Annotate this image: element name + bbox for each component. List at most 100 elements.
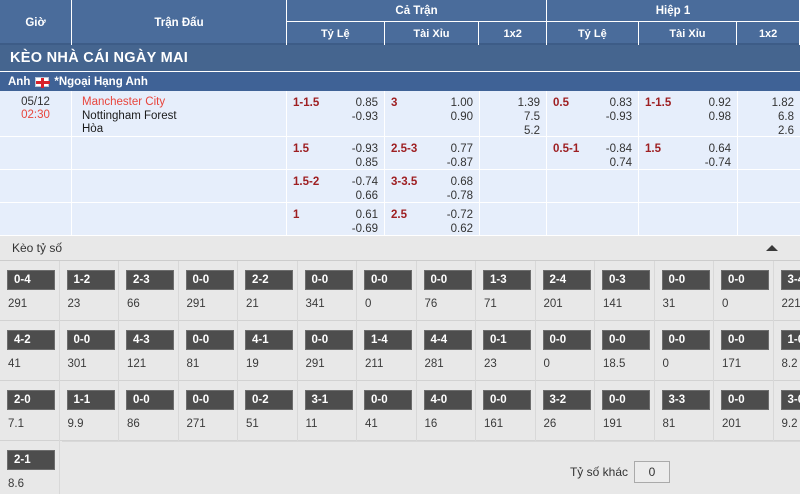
table-row[interactable]: 1.5 -0.93 0.85 2.5-3 0.77 -0.87 xyxy=(0,137,800,170)
score-cell[interactable]: 1-0 8.2 xyxy=(774,321,800,381)
score-cell[interactable]: 0-0 31 xyxy=(655,261,714,321)
cell-overunder-full-3[interactable]: 3-3.5 0.68 -0.78 xyxy=(385,170,480,202)
cell-handicap-half-1[interactable]: 0.5 0.83 -0.93 xyxy=(547,91,639,136)
score-badge[interactable]: 0-0 xyxy=(542,330,591,350)
score-badge[interactable]: 1-3 xyxy=(483,270,531,290)
score-badge[interactable]: 0-0 xyxy=(661,330,710,350)
score-badge[interactable]: 0-0 xyxy=(721,390,769,410)
score-badge[interactable]: 0-0 xyxy=(721,330,769,350)
score-cell[interactable]: 0-0 41 xyxy=(357,381,417,441)
score-badge[interactable]: 4-4 xyxy=(423,330,472,350)
score-cell[interactable]: 3-1 11 xyxy=(298,381,357,441)
score-badge[interactable]: 0-0 xyxy=(423,270,472,290)
score-cell[interactable]: 4-0 16 xyxy=(417,381,476,441)
score-badge[interactable]: 0-0 xyxy=(185,270,234,290)
score-badge[interactable]: 1-4 xyxy=(364,330,412,350)
score-cell[interactable]: 1-1 9.9 xyxy=(60,381,119,441)
score-cell[interactable]: 0-0 171 xyxy=(714,321,774,381)
score-badge[interactable]: 0-0 xyxy=(483,390,531,410)
score-badge[interactable]: 4-1 xyxy=(245,330,293,350)
table-row[interactable]: 1.5-2 -0.74 0.66 3-3.5 0.68 -0.78 xyxy=(0,170,800,203)
cell-1x2-half[interactable]: 1.82 6.8 2.6 xyxy=(738,91,800,136)
score-badge[interactable]: 1-2 xyxy=(66,270,115,290)
score-cell[interactable]: 0-0 291 xyxy=(298,321,357,381)
score-badge[interactable]: 0-0 xyxy=(661,270,710,290)
score-badge[interactable]: 3-4 xyxy=(780,270,800,290)
score-badge[interactable]: 2-2 xyxy=(245,270,293,290)
cell-overunder-full-1[interactable]: 3 1.00 0.90 xyxy=(385,91,480,136)
score-cell[interactable]: 2-4 201 xyxy=(536,261,595,321)
score-badge[interactable]: 0-0 xyxy=(126,390,174,410)
score-cell[interactable]: 0-0 0 xyxy=(714,261,774,321)
score-badge[interactable]: 4-2 xyxy=(7,330,55,350)
cell-match[interactable]: Manchester City Nottingham Forest Hòa xyxy=(72,91,287,136)
cell-handicap-full-1[interactable]: 1-1.5 0.85 -0.93 xyxy=(287,91,385,136)
score-badge[interactable]: 1-1 xyxy=(66,390,115,410)
score-cell[interactable]: 4-1 19 xyxy=(238,321,298,381)
score-cell[interactable]: 3-0 9.2 xyxy=(774,381,800,441)
score-cell[interactable]: 0-3 141 xyxy=(595,261,655,321)
score-cell[interactable]: 2-3 66 xyxy=(119,261,179,321)
score-cell[interactable]: 0-0 291 xyxy=(179,261,238,321)
score-cell[interactable]: 0-0 301 xyxy=(60,321,119,381)
home-team[interactable]: Manchester City xyxy=(82,96,166,108)
score-badge[interactable]: 3-1 xyxy=(304,390,353,410)
score-cell[interactable]: 0-1 23 xyxy=(476,321,536,381)
score-badge[interactable]: 0-0 xyxy=(304,330,353,350)
score-cell[interactable]: 2-0 7.1 xyxy=(0,381,60,441)
score-cell[interactable]: 0-0 81 xyxy=(179,321,238,381)
score-badge[interactable]: 0-0 xyxy=(185,330,234,350)
cell-handicap-half-2[interactable]: 0.5-1 -0.84 0.74 xyxy=(547,137,639,169)
cell-overunder-full-2[interactable]: 2.5-3 0.77 -0.87 xyxy=(385,137,480,169)
cell-overunder-half-1[interactable]: 1-1.5 0.92 0.98 xyxy=(639,91,738,136)
caret-up-icon[interactable] xyxy=(766,245,778,251)
score-badge[interactable]: 0-0 xyxy=(602,390,650,410)
other-score-value[interactable]: 0 xyxy=(634,460,670,483)
score-cell[interactable]: 0-0 76 xyxy=(417,261,476,321)
score-cell[interactable]: 0-0 0 xyxy=(655,321,714,381)
score-cell[interactable]: 3-4 221 xyxy=(774,261,800,321)
score-cell[interactable]: 0-0 18.5 xyxy=(595,321,655,381)
correct-score-header[interactable]: Kèo tỷ số xyxy=(0,236,800,261)
cell-handicap-full-2[interactable]: 1.5 -0.93 0.85 xyxy=(287,137,385,169)
score-badge[interactable]: 0-2 xyxy=(245,390,293,410)
score-badge[interactable]: 0-0 xyxy=(66,330,115,350)
cell-handicap-full-3[interactable]: 1.5-2 -0.74 0.66 xyxy=(287,170,385,202)
score-badge[interactable]: 0-3 xyxy=(602,270,650,290)
score-cell[interactable]: 0-4 291 xyxy=(0,261,60,321)
cell-handicap-full-4[interactable]: 1 0.61 -0.69 xyxy=(287,203,385,235)
score-badge[interactable]: 2-1 xyxy=(7,450,55,470)
score-cell[interactable]: 0-0 161 xyxy=(476,381,536,441)
score-cell[interactable]: 0-0 86 xyxy=(119,381,179,441)
away-team[interactable]: Nottingham Forest xyxy=(82,109,177,122)
score-badge[interactable]: 0-0 xyxy=(364,270,412,290)
score-badge[interactable]: 1-0 xyxy=(780,330,800,350)
cell-1x2-full[interactable]: 1.39 7.5 5.2 xyxy=(480,91,547,136)
score-cell[interactable]: 1-4 211 xyxy=(357,321,417,381)
score-badge[interactable]: 0-0 xyxy=(364,390,412,410)
score-badge[interactable]: 4-3 xyxy=(126,330,174,350)
score-badge[interactable]: 0-1 xyxy=(483,330,531,350)
score-badge[interactable]: 3-2 xyxy=(542,390,591,410)
table-row[interactable]: 1 0.61 -0.69 2.5 -0.72 0.62 xyxy=(0,203,800,236)
score-cell[interactable]: 1-3 71 xyxy=(476,261,536,321)
score-badge[interactable]: 0-0 xyxy=(721,270,769,290)
cell-overunder-half-2[interactable]: 1.5 0.64 -0.74 xyxy=(639,137,738,169)
score-badge[interactable]: 3-3 xyxy=(661,390,710,410)
score-cell[interactable]: 0-0 191 xyxy=(595,381,655,441)
score-badge[interactable]: 0-4 xyxy=(7,270,55,290)
score-badge[interactable]: 4-0 xyxy=(423,390,472,410)
score-cell[interactable]: 0-2 51 xyxy=(238,381,298,441)
score-cell[interactable]: 2-2 21 xyxy=(238,261,298,321)
score-badge[interactable]: 2-4 xyxy=(542,270,591,290)
league-row[interactable]: Anh *Ngoại Hạng Anh xyxy=(0,72,800,91)
score-badge[interactable]: 2-0 xyxy=(7,390,55,410)
score-cell[interactable]: 2-1 8.6 xyxy=(0,441,60,500)
score-badge[interactable]: 0-0 xyxy=(185,390,234,410)
score-cell[interactable]: 0-0 201 xyxy=(714,381,774,441)
score-cell[interactable]: 0-0 341 xyxy=(298,261,357,321)
score-badge[interactable]: 0-0 xyxy=(602,330,650,350)
score-cell[interactable]: 0-0 0 xyxy=(357,261,417,321)
score-badge[interactable]: 3-0 xyxy=(780,390,800,410)
score-cell[interactable]: 0-0 271 xyxy=(179,381,238,441)
